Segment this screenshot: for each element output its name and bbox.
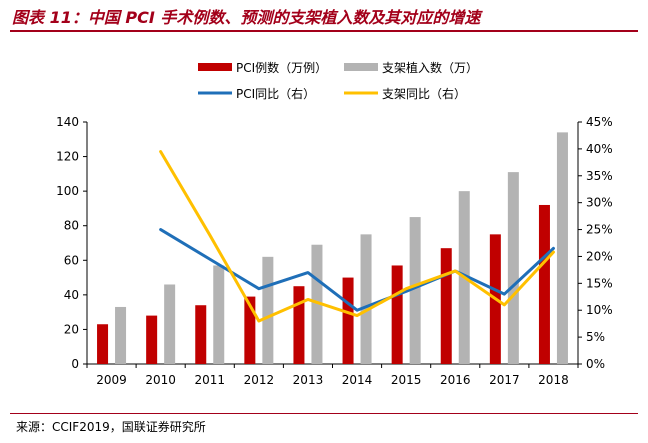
y-right-tick-label: 25% <box>586 223 613 237</box>
y-left-tick-label: 80 <box>64 219 79 233</box>
legend-swatch <box>344 63 378 71</box>
y-right-tick-label: 30% <box>586 196 613 210</box>
legend-label: PCI同比（右） <box>236 86 315 101</box>
legend-label: 支架同比（右） <box>382 86 466 101</box>
y-left-tick-label: 20 <box>64 322 79 336</box>
x-tick-label: 2009 <box>96 373 127 387</box>
bar-pci <box>342 277 354 364</box>
y-right-tick-label: 35% <box>586 169 613 183</box>
y-left-tick-label: 0 <box>71 357 79 371</box>
x-tick-label: 2018 <box>538 373 569 387</box>
x-tick-label: 2011 <box>194 373 225 387</box>
y-left-tick-label: 60 <box>64 253 79 267</box>
bar-stent <box>556 132 568 364</box>
bar-stent <box>311 244 323 364</box>
legend-swatch <box>198 63 232 71</box>
bar-stent <box>360 234 372 364</box>
bar-pci <box>195 305 207 364</box>
legend-label: 支架植入数（万） <box>382 60 478 75</box>
bar-pci <box>538 204 550 364</box>
x-tick-label: 2016 <box>440 373 471 387</box>
bar-pci <box>244 296 256 364</box>
x-tick-label: 2010 <box>145 373 176 387</box>
bar-stent <box>115 306 127 364</box>
x-tick-label: 2013 <box>293 373 324 387</box>
x-tick-label: 2015 <box>391 373 422 387</box>
bar-stent <box>164 284 176 364</box>
bar-pci <box>293 286 305 364</box>
y-left-tick-label: 100 <box>56 184 79 198</box>
y-right-tick-label: 0% <box>586 357 605 371</box>
figure-title: 图表 11：中国 PCI 手术例数、预测的支架植入数及其对应的增速 <box>12 8 481 27</box>
legend-label: PCI例数（万例） <box>236 60 327 75</box>
title-rule <box>10 30 638 32</box>
bar-stent <box>213 265 225 364</box>
x-tick-label: 2017 <box>489 373 520 387</box>
y-right-tick-label: 40% <box>586 142 613 156</box>
y-right-tick-label: 20% <box>586 249 613 263</box>
source-note: 来源：CCIF2019，国联证券研究所 <box>16 420 206 434</box>
bar-stent <box>507 172 519 364</box>
y-right-tick-label: 45% <box>586 115 613 129</box>
line-pci-yoy <box>159 228 555 312</box>
y-left-tick-label: 40 <box>64 288 79 302</box>
y-left-tick-label: 140 <box>56 115 79 129</box>
bar-pci <box>146 315 158 364</box>
bar-pci <box>440 248 452 364</box>
y-left-tick-label: 120 <box>56 150 79 164</box>
bar-stent <box>409 217 421 364</box>
x-tick-label: 2012 <box>244 373 275 387</box>
bar-pci <box>97 324 109 364</box>
bar-stent <box>262 256 274 364</box>
y-right-tick-label: 5% <box>586 330 605 344</box>
source-rule <box>10 413 638 414</box>
line-stent-yoy <box>159 150 555 323</box>
y-right-tick-label: 10% <box>586 303 613 317</box>
x-tick-label: 2014 <box>342 373 373 387</box>
y-right-tick-label: 15% <box>586 276 613 290</box>
bar-pci <box>391 265 403 364</box>
